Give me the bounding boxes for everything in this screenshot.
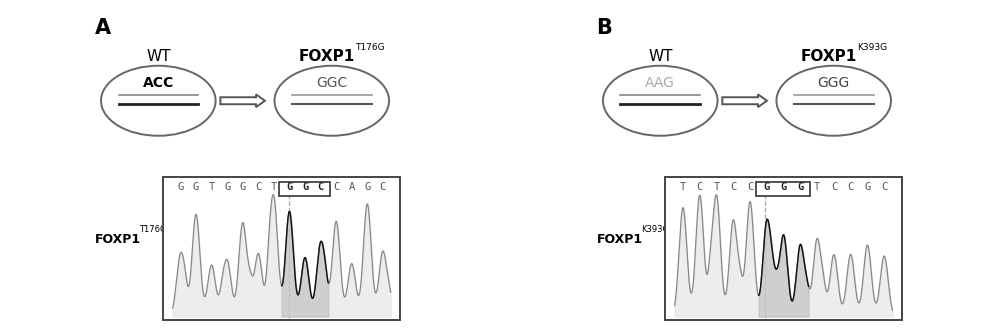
Text: G: G — [240, 182, 246, 192]
Text: B: B — [597, 18, 612, 38]
Text: T: T — [271, 182, 277, 192]
Text: C: C — [730, 182, 736, 192]
Text: K393G: K393G — [641, 224, 669, 233]
Ellipse shape — [101, 66, 216, 136]
Text: T176G: T176G — [355, 43, 384, 52]
Text: C: C — [255, 182, 261, 192]
Text: C: C — [881, 182, 887, 192]
Text: G: G — [193, 182, 199, 192]
Text: C: C — [333, 182, 339, 192]
Text: C: C — [697, 182, 703, 192]
Text: C: C — [747, 182, 753, 192]
Text: A: A — [95, 18, 111, 38]
Bar — [279, 182, 330, 196]
Text: G: G — [864, 182, 871, 192]
Text: G: G — [797, 182, 803, 192]
Text: G: G — [764, 182, 770, 192]
Text: FOXP1: FOXP1 — [597, 233, 643, 246]
Text: C: C — [831, 182, 837, 192]
Text: T: T — [208, 182, 215, 192]
Text: G: G — [780, 182, 787, 192]
Text: GGC: GGC — [316, 76, 347, 89]
Text: K393G: K393G — [857, 43, 887, 52]
Text: G: G — [364, 182, 370, 192]
Text: ACC: ACC — [143, 76, 174, 89]
Text: FOXP1: FOXP1 — [299, 49, 355, 64]
Text: C: C — [848, 182, 854, 192]
Bar — [163, 177, 400, 320]
Text: WT: WT — [648, 49, 673, 64]
Text: T: T — [713, 182, 720, 192]
Polygon shape — [722, 94, 767, 107]
Polygon shape — [220, 94, 265, 107]
Text: T176G: T176G — [139, 224, 167, 233]
Text: T: T — [814, 182, 820, 192]
Ellipse shape — [274, 66, 389, 136]
Ellipse shape — [776, 66, 891, 136]
Text: C: C — [380, 182, 386, 192]
Text: C: C — [317, 182, 324, 192]
Text: G: G — [302, 182, 308, 192]
Text: G: G — [177, 182, 184, 192]
Text: AAG: AAG — [645, 76, 675, 89]
Text: G: G — [224, 182, 230, 192]
Bar — [665, 177, 902, 320]
Text: GGG: GGG — [818, 76, 850, 89]
Text: A: A — [349, 182, 355, 192]
Text: FOXP1: FOXP1 — [801, 49, 857, 64]
Text: FOXP1: FOXP1 — [95, 233, 141, 246]
Text: WT: WT — [146, 49, 171, 64]
Ellipse shape — [603, 66, 718, 136]
Bar — [756, 182, 810, 196]
Text: G: G — [286, 182, 293, 192]
Text: T: T — [680, 182, 686, 192]
